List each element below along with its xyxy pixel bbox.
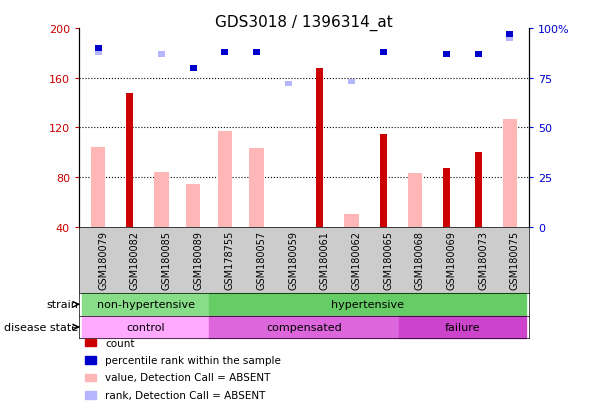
Bar: [91, 148, 105, 227]
Bar: [506, 32, 513, 38]
Text: GSM180075: GSM180075: [510, 230, 520, 290]
Bar: [506, 36, 513, 42]
Bar: [190, 66, 196, 71]
Text: GSM178755: GSM178755: [225, 230, 235, 290]
Text: non-hypertensive: non-hypertensive: [97, 299, 195, 310]
Bar: [475, 52, 482, 57]
Bar: [95, 46, 102, 52]
Text: value, Detection Call = ABSENT: value, Detection Call = ABSENT: [105, 373, 271, 382]
Bar: [285, 82, 292, 87]
Bar: [380, 134, 387, 227]
Text: GSM180089: GSM180089: [193, 230, 203, 289]
Bar: [209, 293, 526, 316]
Text: hypertensive: hypertensive: [331, 299, 404, 310]
Bar: [186, 185, 200, 227]
Bar: [443, 52, 450, 57]
Bar: [503, 119, 517, 227]
Text: disease state: disease state: [4, 322, 78, 332]
Text: GSM180059: GSM180059: [288, 230, 298, 290]
Bar: [95, 50, 102, 55]
Text: control: control: [126, 322, 165, 332]
Text: strain: strain: [47, 299, 78, 310]
Bar: [348, 80, 355, 85]
Text: rank, Detection Call = ABSENT: rank, Detection Call = ABSENT: [105, 390, 266, 400]
Text: GSM180082: GSM180082: [130, 230, 140, 290]
Bar: [126, 93, 133, 227]
Bar: [82, 316, 209, 339]
Bar: [344, 215, 359, 227]
Bar: [249, 149, 264, 227]
Bar: [82, 293, 209, 316]
Bar: [380, 50, 387, 55]
Text: compensated: compensated: [266, 322, 342, 332]
Bar: [154, 173, 168, 227]
Bar: [316, 0, 323, 2]
Bar: [443, 169, 450, 227]
Bar: [218, 132, 232, 227]
Bar: [221, 50, 228, 55]
Text: GDS3018 / 1396314_at: GDS3018 / 1396314_at: [215, 14, 393, 31]
Bar: [399, 316, 526, 339]
Bar: [126, 0, 133, 2]
Text: percentile rank within the sample: percentile rank within the sample: [105, 355, 281, 365]
Text: GSM180085: GSM180085: [161, 230, 171, 290]
Text: GSM180065: GSM180065: [383, 230, 393, 290]
Text: GSM180068: GSM180068: [415, 230, 425, 289]
Text: GSM180079: GSM180079: [98, 230, 108, 290]
Bar: [475, 153, 482, 227]
Text: GSM180057: GSM180057: [257, 230, 266, 290]
Bar: [316, 69, 323, 227]
Bar: [158, 52, 165, 57]
Bar: [408, 174, 422, 227]
Bar: [253, 50, 260, 55]
Text: GSM180062: GSM180062: [351, 230, 362, 290]
Text: count: count: [105, 338, 135, 348]
Bar: [209, 316, 399, 339]
Text: failure: failure: [444, 322, 480, 332]
Text: GSM180069: GSM180069: [447, 230, 457, 289]
Text: GSM180061: GSM180061: [320, 230, 330, 289]
Text: GSM180073: GSM180073: [478, 230, 488, 290]
